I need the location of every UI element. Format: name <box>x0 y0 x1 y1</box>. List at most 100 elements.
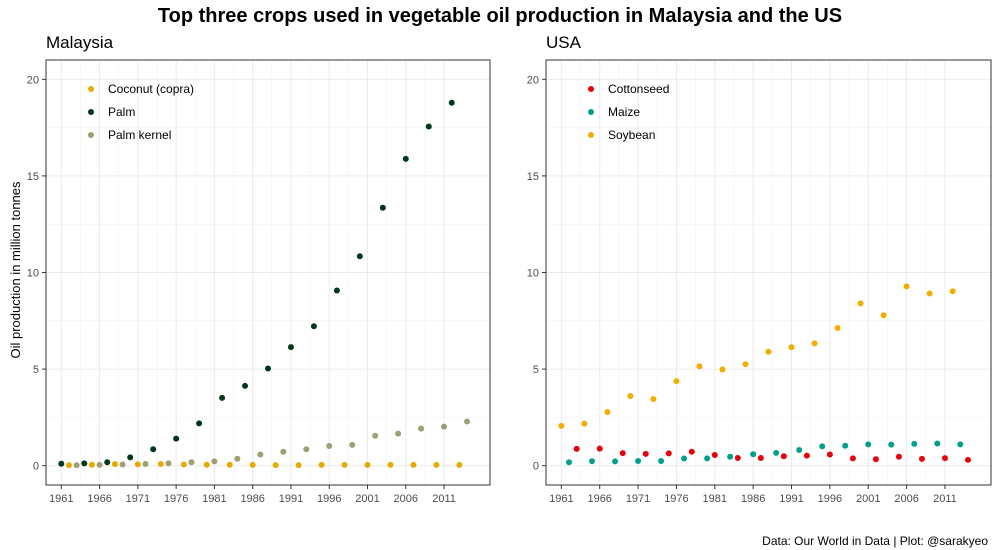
legend-key <box>588 86 594 92</box>
panel-border <box>45 59 491 486</box>
legend-label: Maize <box>608 105 640 119</box>
data-point <box>903 283 910 290</box>
data-point <box>780 453 787 460</box>
data-point <box>249 461 256 468</box>
data-point <box>356 253 363 260</box>
data-point <box>410 461 417 468</box>
data-point <box>203 461 210 468</box>
data-point <box>341 461 348 468</box>
x-tick-label: 1996 <box>317 493 341 505</box>
data-point <box>665 450 672 457</box>
data-point <box>242 382 249 389</box>
data-point <box>81 460 88 467</box>
data-point <box>573 445 580 452</box>
data-point <box>58 460 65 467</box>
data-point <box>803 452 810 459</box>
data-point <box>865 441 872 448</box>
x-tick-label: 1976 <box>164 493 188 505</box>
data-point <box>318 461 325 468</box>
data-point <box>464 418 471 425</box>
data-point <box>857 300 864 307</box>
y-tick-label: 15 <box>527 171 539 183</box>
data-point <box>635 458 642 465</box>
data-point <box>589 458 596 465</box>
x-tick-label: 1966 <box>587 493 611 505</box>
data-point <box>127 454 134 461</box>
data-point <box>696 363 703 370</box>
data-point <box>272 462 279 469</box>
data-point <box>196 420 203 427</box>
data-point <box>387 461 394 468</box>
data-point <box>650 396 657 403</box>
panel-2: 1961 1966 1971 1976 1981 1986 1991 1996 2001 2006… <box>527 33 992 505</box>
data-point <box>418 425 425 432</box>
panels: 1961 1966 1971 1976 1981 1986 1991 1996 2001 2006… <box>27 33 992 505</box>
data-point <box>364 461 371 468</box>
x-tick-label: 2001 <box>856 493 880 505</box>
data-point <box>964 456 971 463</box>
data-point <box>150 446 157 453</box>
legend-label: Cottonseed <box>608 82 669 96</box>
data-point <box>379 204 386 211</box>
legend-key <box>588 132 594 138</box>
data-point <box>287 344 294 351</box>
data-point <box>142 460 149 467</box>
data-point <box>842 442 849 449</box>
data-point <box>826 451 833 458</box>
data-point <box>627 393 634 400</box>
data-point <box>934 440 941 447</box>
data-point <box>104 459 111 466</box>
data-point <box>811 340 818 347</box>
legend-label: Palm <box>108 105 135 119</box>
data-point <box>96 461 103 468</box>
data-point <box>688 448 695 455</box>
data-point <box>918 455 925 462</box>
data-point <box>65 462 72 469</box>
x-tick-label: 1981 <box>703 493 727 505</box>
data-point <box>226 461 233 468</box>
data-point <box>257 451 264 458</box>
data-point <box>456 461 463 468</box>
data-point <box>295 462 302 469</box>
x-tick-label: 2001 <box>355 493 379 505</box>
data-point <box>773 449 780 456</box>
data-point <box>310 323 317 330</box>
data-point <box>819 443 826 450</box>
x-tick-label: 1991 <box>279 493 303 505</box>
x-tick-label: 1961 <box>49 493 73 505</box>
y-tick-label: 20 <box>527 74 539 86</box>
data-point <box>734 454 741 461</box>
data-point <box>425 123 432 130</box>
data-point <box>895 453 902 460</box>
caption: Data: Our World in Data | Plot: @sarakye… <box>762 534 988 548</box>
y-tick-label: 5 <box>33 364 39 376</box>
legend-label: Palm kernel <box>108 128 171 142</box>
x-tick-label: 1976 <box>664 493 688 505</box>
panel-title: Malaysia <box>46 33 114 52</box>
y-tick-label: 5 <box>533 364 539 376</box>
x-tick-label: 1966 <box>87 493 111 505</box>
x-tick-label: 1981 <box>202 493 226 505</box>
panel-1: 1961 1966 1971 1976 1981 1986 1991 1996 2001 2006… <box>27 33 491 505</box>
data-point <box>926 290 933 297</box>
data-point <box>681 455 688 462</box>
legend-key <box>88 86 94 92</box>
data-point <box>326 442 333 449</box>
data-point <box>581 420 588 427</box>
x-tick-label: 1986 <box>240 493 264 505</box>
data-point <box>111 461 118 468</box>
legend-key <box>588 109 594 115</box>
data-point <box>619 450 626 457</box>
data-point <box>165 460 172 467</box>
panel-border <box>545 59 992 486</box>
data-point <box>612 458 619 465</box>
data-point <box>911 440 918 447</box>
data-point <box>219 394 226 401</box>
data-point <box>941 455 948 462</box>
data-point <box>642 450 649 457</box>
data-point <box>441 423 448 430</box>
data-point <box>333 287 340 294</box>
legend-label: Soybean <box>608 128 655 142</box>
data-point <box>888 441 895 448</box>
